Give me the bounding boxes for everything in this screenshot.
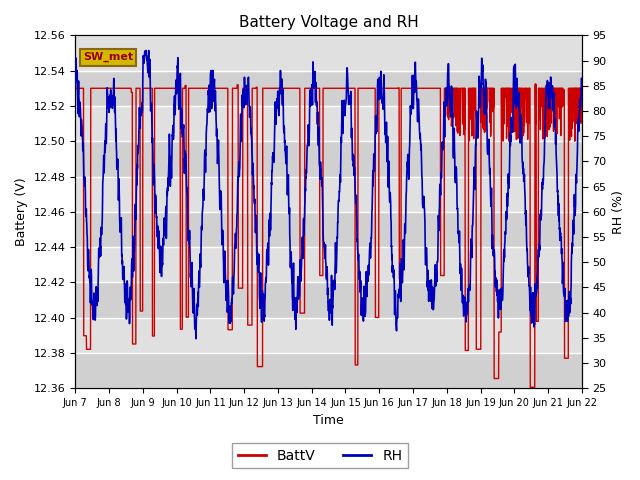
RH: [142, 48, 150, 53]
RH: [548, 84, 556, 90]
Bar: [76, 36, 582, 71]
BattV: [578, 85, 586, 91]
Bar: [76, 177, 582, 212]
RH: [578, 82, 586, 88]
RH: [355, 255, 362, 261]
RH: [72, 81, 79, 87]
RH: [534, 270, 541, 276]
Bar: [76, 106, 582, 141]
Bar: [76, 247, 582, 282]
RH: [213, 132, 221, 137]
Text: SW_met: SW_met: [83, 52, 133, 62]
RH: [192, 336, 200, 342]
Bar: [76, 212, 582, 247]
Legend: BattV, RH: BattV, RH: [232, 443, 408, 468]
BattV: [548, 85, 556, 91]
Line: RH: RH: [76, 50, 582, 339]
Y-axis label: Battery (V): Battery (V): [15, 178, 28, 246]
Title: Battery Voltage and RH: Battery Voltage and RH: [239, 15, 419, 30]
BattV: [213, 85, 221, 91]
RH: [344, 65, 351, 71]
BattV: [354, 85, 362, 91]
BattV: [72, 85, 79, 91]
Bar: [76, 141, 582, 177]
Bar: [76, 318, 582, 353]
BattV: [175, 80, 183, 86]
Line: BattV: BattV: [76, 83, 582, 387]
Bar: [76, 353, 582, 388]
Bar: [76, 282, 582, 318]
X-axis label: Time: Time: [313, 414, 344, 427]
Y-axis label: RH (%): RH (%): [612, 190, 625, 234]
BattV: [534, 319, 541, 324]
BattV: [343, 85, 351, 91]
BattV: [476, 347, 483, 352]
RH: [476, 97, 484, 103]
BattV: [527, 384, 534, 390]
Bar: [76, 71, 582, 106]
